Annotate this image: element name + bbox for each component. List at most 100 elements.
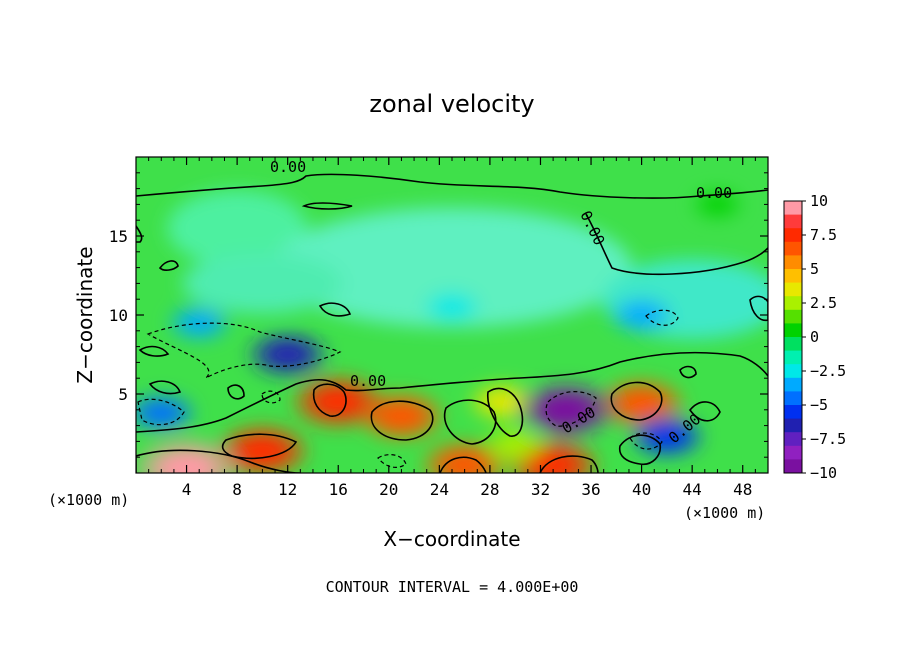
field-feature-core (235, 435, 290, 466)
x-tick-label: 44 (683, 480, 702, 499)
colorbar-segment (784, 432, 802, 447)
x-tick-label: 4 (182, 480, 192, 499)
contour-line-negative (629, 432, 663, 450)
contour-line (136, 351, 768, 433)
x-tick-label: 20 (379, 480, 398, 499)
contour-line (227, 384, 245, 400)
chart-title: zonal velocity (369, 90, 534, 118)
colorbar-tick-label: −7.5 (810, 430, 846, 448)
field-feature-core (439, 450, 490, 473)
contour-line (585, 213, 768, 276)
colorbar-tick-label: 5 (810, 260, 819, 278)
x-tick-label: 40 (632, 480, 651, 499)
contour-line (221, 433, 298, 460)
contour-line (136, 173, 768, 199)
colorbar-tick-label: 0 (810, 328, 819, 346)
colorbar-segment (784, 391, 802, 406)
field-feature-core (537, 393, 595, 426)
colorbar: 10 7.5 5 2.5 0 −2.5 −5 −7.5 −10 (783, 192, 846, 482)
contour-line (136, 449, 301, 473)
field-feature-core (141, 401, 182, 425)
colorbar-segment (784, 309, 802, 324)
contour-line (618, 434, 662, 466)
contour-line (138, 345, 170, 357)
x-tick-label: 28 (480, 480, 499, 499)
contour-line-negative (146, 322, 342, 379)
colorbar-segment (784, 323, 802, 338)
contour-line (688, 401, 721, 422)
contour-line (301, 202, 353, 210)
field-region (182, 253, 343, 314)
contour-line (487, 387, 524, 437)
y-tick-label: 10 (109, 306, 128, 325)
contour-line (370, 400, 434, 441)
field-region (167, 190, 308, 267)
field-feature-core (435, 297, 469, 317)
colorbar-segment (784, 364, 802, 379)
y-axis-label: Z−coordinate (73, 246, 97, 383)
contour-line (443, 399, 497, 445)
field-feature-core (311, 386, 366, 418)
colorbar-segment (784, 214, 802, 229)
colorbar-tick-label: −5 (810, 396, 828, 414)
colorbar-segment (784, 459, 802, 474)
contour-line (148, 380, 182, 395)
field-feature-core (482, 390, 523, 414)
contour-label: 0.00 (350, 372, 386, 390)
contour-line (312, 383, 347, 417)
contour-line-negative (645, 309, 679, 326)
colorbar-segment (784, 201, 802, 216)
colorbar-tick-label: −2.5 (810, 362, 846, 380)
field-feature-core (181, 312, 218, 334)
colorbar-segment (784, 228, 802, 243)
colorbar-segment (784, 282, 802, 297)
colorbar-segment (784, 405, 802, 420)
field-feature-core (702, 196, 732, 213)
contour-line (439, 456, 487, 473)
y-tick-label: 5 (118, 385, 128, 404)
colorbar-segment (784, 241, 802, 256)
colorbar-tick-label: −10 (810, 464, 837, 482)
colorbar-segment (784, 418, 802, 433)
x-tick-label: 24 (430, 480, 449, 499)
field-feature-core (156, 451, 217, 473)
x-unit-right: (×1000 m) (684, 504, 765, 522)
field-feature-core (497, 434, 534, 455)
x-tick-label: 12 (278, 480, 297, 499)
field-feature-core (264, 341, 312, 368)
plot-field: 0.000.000.000.000.00 0.00 (136, 157, 768, 473)
field-feature-core (645, 424, 689, 449)
colorbar-tick-label: 10 (810, 192, 828, 210)
field-feature-core (623, 304, 660, 326)
y-tick-label: 15 (109, 227, 128, 246)
contour-line (610, 381, 663, 421)
colorbar-tick-label: 7.5 (810, 226, 837, 244)
contour-line (158, 260, 179, 271)
x-tick-label: 32 (531, 480, 550, 499)
contour-line (749, 295, 768, 322)
contour-line-negative (137, 398, 185, 426)
field-feature-core (376, 401, 427, 431)
x-tick-label: 8 (232, 480, 242, 499)
colorbar-segment (784, 269, 802, 284)
colorbar-segment (784, 377, 802, 392)
x-axis-label: X−coordinate (383, 527, 520, 551)
field-feature-core (616, 389, 667, 418)
contour-line (679, 365, 697, 379)
colorbar-segment (784, 445, 802, 460)
contour-line (318, 302, 352, 317)
x-tick-label: 48 (733, 480, 752, 499)
x-tick-label: 16 (329, 480, 348, 499)
contour-label: 0.00 (696, 184, 732, 202)
contour-line-negative (377, 454, 407, 468)
colorbar-segment (784, 350, 802, 365)
contour-line-negative (261, 390, 281, 404)
x-unit-left: (×1000 m) (48, 491, 129, 509)
footer-contour-interval: CONTOUR INTERVAL = 4.000E+00 (326, 578, 579, 596)
colorbar-segment (784, 255, 802, 270)
field-region (272, 207, 632, 328)
contour-label: 0.00 (270, 158, 306, 176)
contour-line-negative (545, 391, 597, 427)
colorbar-segment (784, 296, 802, 311)
